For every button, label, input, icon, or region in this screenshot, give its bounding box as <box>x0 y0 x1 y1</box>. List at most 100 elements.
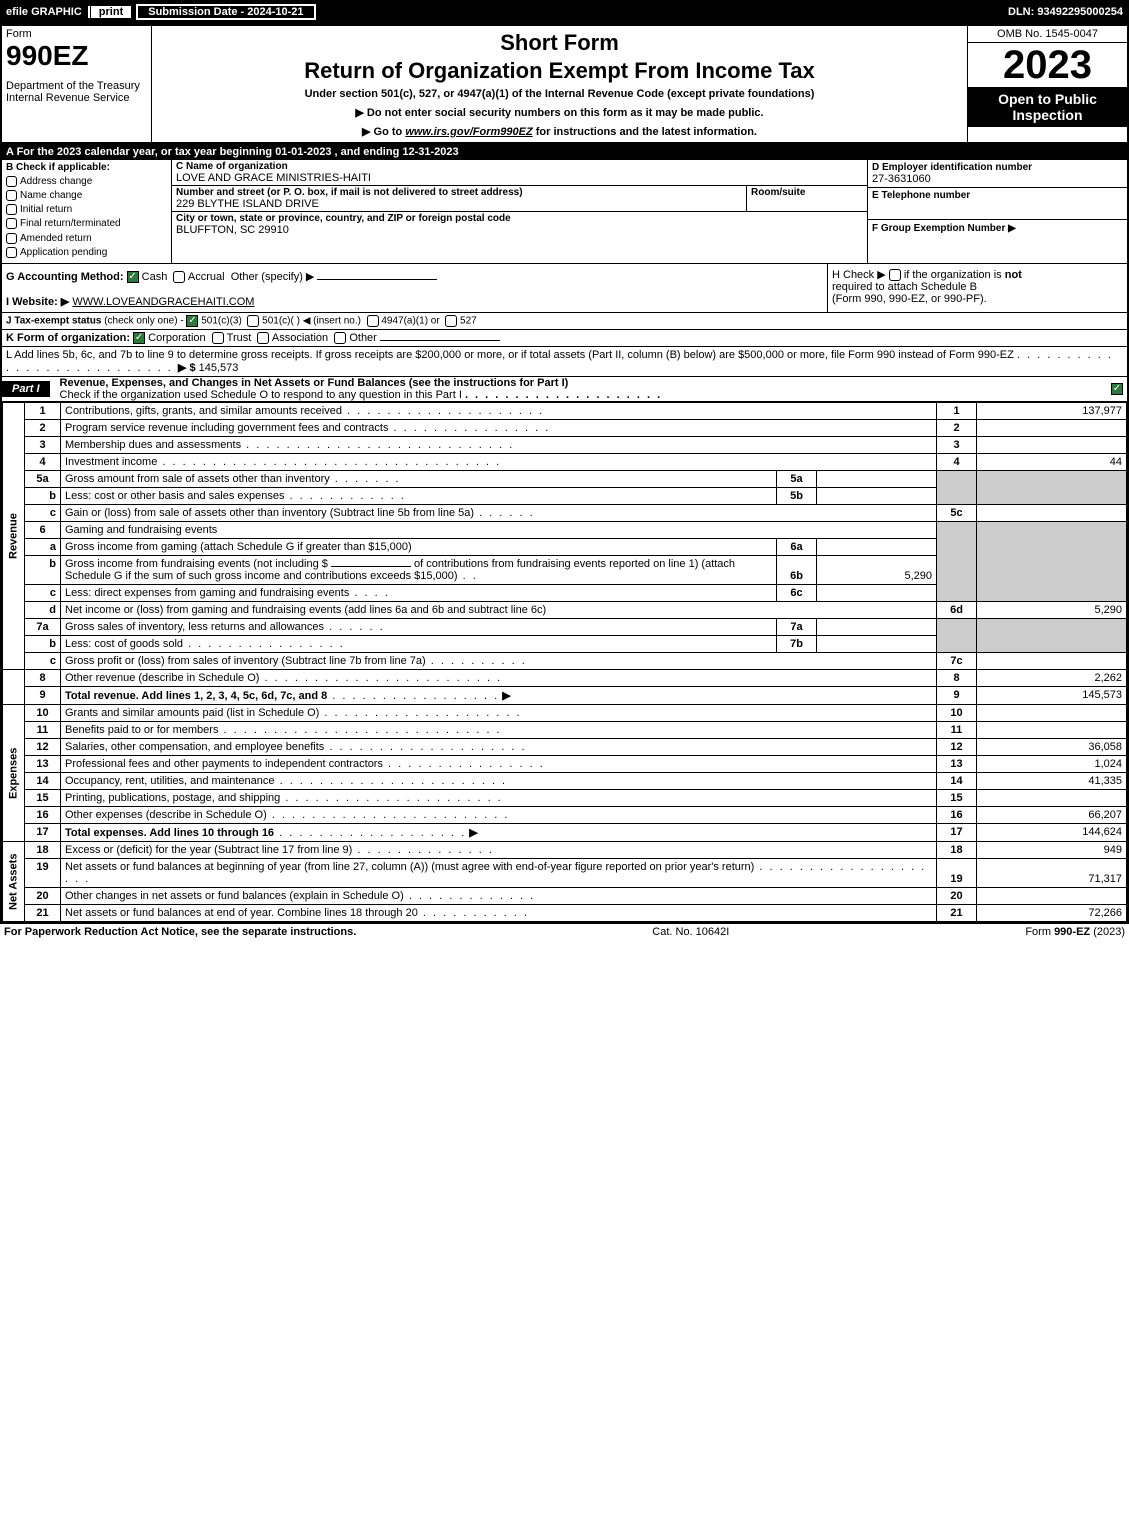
line-8-num: 8 <box>25 670 61 687</box>
revenue-side-blank <box>3 670 25 705</box>
checkbox-schedule-b[interactable] <box>889 269 901 281</box>
line-21-rtnum: 21 <box>937 905 977 922</box>
line-18-desc: Excess or (deficit) for the year (Subtra… <box>65 844 352 856</box>
shade-6 <box>937 522 977 602</box>
line-19-desc: Net assets or fund balances at beginning… <box>65 861 754 873</box>
line-7b-desc: Less: cost of goods sold <box>65 638 183 650</box>
line-6b-desc1: Gross income from fundraising events (no… <box>65 558 328 570</box>
line-5b-inum: 5b <box>777 488 817 505</box>
footer-right: Form 990-EZ (2023) <box>1025 926 1125 938</box>
line-11-desc: Benefits paid to or for members <box>65 724 218 736</box>
l-text: L Add lines 5b, 6c, and 7b to line 9 to … <box>6 349 1014 361</box>
line-5b-desc: Less: cost or other basis and sales expe… <box>65 490 285 502</box>
checkbox-accrual[interactable] <box>173 271 185 283</box>
checkbox-527[interactable] <box>445 315 457 327</box>
l-value: 145,573 <box>199 362 239 374</box>
city-label: City or town, state or province, country… <box>176 213 863 224</box>
checkbox-501c[interactable] <box>247 315 259 327</box>
line-6a-inum: 6a <box>777 539 817 556</box>
line-12-rtnum: 12 <box>937 739 977 756</box>
line-7a-inum: 7a <box>777 619 817 636</box>
line-1-desc: Contributions, gifts, grants, and simila… <box>65 405 342 417</box>
shade-5 <box>937 471 977 505</box>
line-19-rtnum: 19 <box>937 859 977 888</box>
checkbox-part-i-schedule-o[interactable]: ✓ <box>1111 383 1123 395</box>
line-4-val: 44 <box>977 454 1127 471</box>
checkbox-application-pending[interactable] <box>6 247 17 258</box>
line-20-desc: Other changes in net assets or fund bala… <box>65 890 404 902</box>
check-if-applicable: Check if applicable: <box>16 162 110 173</box>
group-exemption-label: F Group Exemption Number ▶ <box>872 223 1016 234</box>
line-16-val: 66,207 <box>977 807 1127 824</box>
line-6b-ival: 5,290 <box>817 556 937 585</box>
no-ssn-warning: ▶ Do not enter social security numbers o… <box>156 106 963 119</box>
accrual-label: Accrual <box>188 271 225 283</box>
checkbox-name-change[interactable] <box>6 190 17 201</box>
line-4-desc: Investment income <box>65 456 157 468</box>
return-title: Return of Organization Exempt From Incom… <box>156 58 963 84</box>
line-17-rtnum: 17 <box>937 824 977 842</box>
part-i-tab: Part I <box>2 381 50 397</box>
line-17-val: 144,624 <box>977 824 1127 842</box>
line-7c-val <box>977 653 1127 670</box>
line-14-num: 14 <box>25 773 61 790</box>
chk-final: Final return/terminated <box>20 219 121 230</box>
k-corp: Corporation <box>148 332 205 344</box>
line-10-val <box>977 705 1127 722</box>
checkbox-final-return[interactable] <box>6 218 17 229</box>
h-text1: H Check ▶ <box>832 269 886 281</box>
form-header: Form 990EZ Department of the Treasury In… <box>2 26 1127 144</box>
line-7c-num: c <box>25 653 61 670</box>
line-16-rtnum: 16 <box>937 807 977 824</box>
line-2-num: 2 <box>25 420 61 437</box>
shade-7v <box>977 619 1127 653</box>
print-button[interactable]: print <box>90 5 132 19</box>
row-g-h: G Accounting Method: ✓ Cash Accrual Othe… <box>2 264 1127 313</box>
checkbox-amended-return[interactable] <box>6 233 17 244</box>
checkbox-corporation-checked[interactable]: ✓ <box>133 332 145 344</box>
shade-6v <box>977 522 1127 602</box>
other-input[interactable] <box>317 279 437 280</box>
cash-label: Cash <box>142 271 168 283</box>
line-8-desc: Other revenue (describe in Schedule O) <box>65 672 259 684</box>
line-7a-num: 7a <box>25 619 61 636</box>
checkbox-address-change[interactable] <box>6 176 17 187</box>
checkbox-4947[interactable] <box>367 315 379 327</box>
section-h: H Check ▶ if the organization is not req… <box>827 264 1127 312</box>
checkbox-cash-checked[interactable]: ✓ <box>127 271 139 283</box>
line-14-val: 41,335 <box>977 773 1127 790</box>
revenue-table: Revenue 1 Contributions, gifts, grants, … <box>2 402 1127 922</box>
checkbox-501c3-checked[interactable]: ✓ <box>186 315 198 327</box>
line-15-desc: Printing, publications, postage, and shi… <box>65 792 280 804</box>
other-org-input[interactable] <box>380 340 500 341</box>
checkbox-other-org[interactable] <box>334 332 346 344</box>
line-15-rtnum: 15 <box>937 790 977 807</box>
line-15-val <box>977 790 1127 807</box>
line-7a-desc: Gross sales of inventory, less returns a… <box>65 621 324 633</box>
line-14-desc: Occupancy, rent, utilities, and maintena… <box>65 775 275 787</box>
line-11-num: 11 <box>25 722 61 739</box>
line-6a-num: a <box>25 539 61 556</box>
checkbox-association[interactable] <box>257 332 269 344</box>
street-value: 229 BLYTHE ISLAND DRIVE <box>176 198 742 210</box>
line-6d-num: d <box>25 602 61 619</box>
line-5c-val <box>977 505 1127 522</box>
submission-date: Submission Date - 2024-10-21 <box>136 4 315 20</box>
website-value[interactable]: WWW.LOVEANDGRACEHAITI.COM <box>72 296 254 308</box>
row-j: J Tax-exempt status (check only one) - ✓… <box>2 313 1127 330</box>
checkbox-initial-return[interactable] <box>6 204 17 215</box>
section-b-to-f: B Check if applicable: Address change Na… <box>2 160 1127 264</box>
line-6-desc: Gaming and fundraising events <box>65 524 217 536</box>
line-5c-num: c <box>25 505 61 522</box>
footer-left: For Paperwork Reduction Act Notice, see … <box>4 926 356 938</box>
line-11-rtnum: 11 <box>937 722 977 739</box>
line-3-val <box>977 437 1127 454</box>
line-16-num: 16 <box>25 807 61 824</box>
dots-pi: . . . . . . . . . . . . . . . . . . . . <box>465 389 662 401</box>
line-7b-inum: 7b <box>777 636 817 653</box>
checkbox-trust[interactable] <box>212 332 224 344</box>
goto-link[interactable]: www.irs.gov/Form990EZ <box>405 126 532 138</box>
footer-form-post: (2023) <box>1090 926 1125 938</box>
k-other: Other <box>349 332 377 344</box>
line-2-val <box>977 420 1127 437</box>
